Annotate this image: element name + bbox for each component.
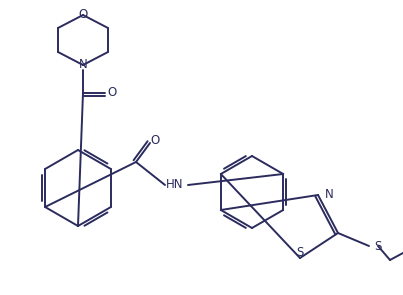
Text: S: S	[374, 240, 381, 253]
Text: O: O	[78, 9, 87, 22]
Text: S: S	[296, 247, 304, 260]
Text: N: N	[79, 58, 87, 71]
Text: N: N	[325, 189, 334, 201]
Text: O: O	[150, 134, 160, 147]
Text: O: O	[107, 86, 116, 99]
Text: HN: HN	[166, 178, 184, 191]
